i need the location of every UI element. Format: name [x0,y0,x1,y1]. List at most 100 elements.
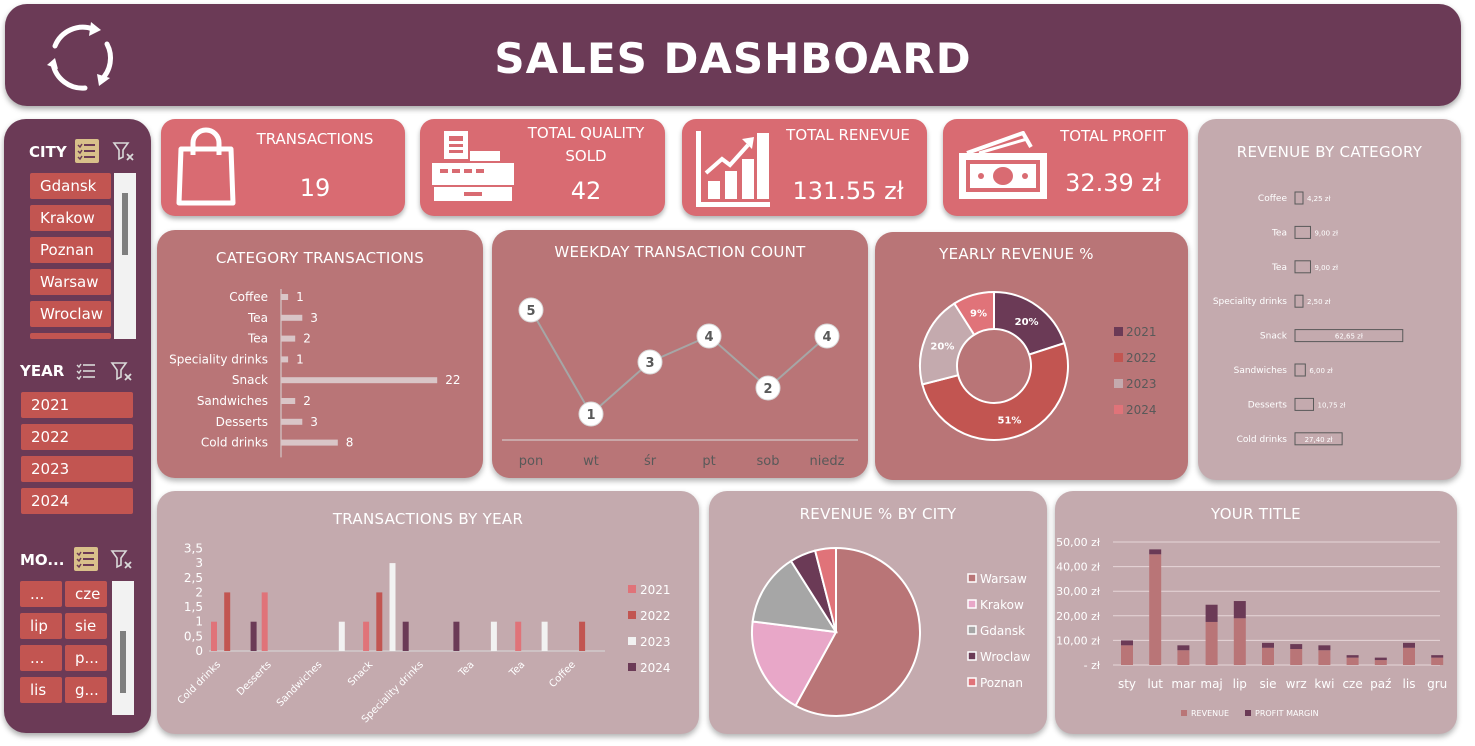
city-option-warsaw[interactable]: Warsaw [30,269,111,295]
year-option-2022[interactable]: 2022 [21,424,133,450]
data-label: 27,40 zł [1305,436,1333,444]
kpi-total-profit: TOTAL PROFIT 32.39 zł [943,119,1188,216]
bar [402,621,409,651]
tick-label: 2 [195,585,203,599]
chart-title: TRANSACTIONS BY YEAR [332,510,524,528]
bar [281,294,289,300]
tick-label: sty [1118,677,1136,691]
multi-select-icon[interactable] [74,138,100,164]
bar [1318,645,1331,651]
bar [281,398,296,404]
legend-label: 2023 [1126,377,1157,391]
year-option-2021[interactable]: 2021 [21,392,133,418]
legend-swatch [628,611,636,619]
month-option[interactable]: ... [20,581,62,607]
city-option-krakow[interactable]: Krakow [30,205,111,231]
month-option[interactable]: g... [65,677,107,703]
city-scrollbar-thumb[interactable] [122,193,128,255]
data-point [696,323,722,349]
year-option-2024[interactable]: 2024 [21,488,133,514]
city-scrollbar[interactable] [114,173,136,339]
data-label: 20% [1015,317,1039,328]
data-label: 2,50 zł [1307,298,1330,306]
legend-label: PROFIT MARGIN [1255,709,1319,718]
month-option[interactable]: ... [20,645,62,671]
tick-label: Sandwiches [275,659,325,709]
tick-label: śr [644,454,657,469]
bar [1149,554,1162,665]
clear-filter-icon[interactable] [110,360,134,384]
pie-slice [794,546,921,717]
month-option[interactable]: p... [65,645,107,671]
clear-filter-icon[interactable] [110,548,134,572]
bar [281,335,296,342]
bar [281,377,438,384]
bar [250,621,257,651]
refresh-icon[interactable] [41,16,123,98]
tick-label: 10,00 zł [1056,634,1101,647]
legend-label: 2024 [640,661,671,675]
city-slicer-label: CITY [29,143,67,161]
category-transactions-card: CATEGORY TRANSACTIONS Coffee 1 Tea 3 Tea 2 Spe… [157,230,483,478]
bar [281,356,289,363]
filter-sidebar: CITY Gdansk Krakow Poznan Warsaw Wroclaw… [4,119,151,733]
data-point [637,349,663,375]
month-option[interactable]: cze [65,581,107,607]
category-label: Tea [1271,263,1287,273]
multi-select-icon[interactable] [74,359,98,383]
category-label: Tea [247,311,268,325]
data-label: 5 [526,304,535,319]
data-label: 1 [296,352,304,366]
tick-label: lip [1233,677,1247,691]
bar [1318,650,1331,665]
tick-label: niedz [810,454,845,469]
month-scrollbar-thumb[interactable] [120,631,126,693]
kpi-value: 32.39 zł [1065,169,1161,197]
data-label: 3 [310,415,318,429]
header-banner: SALES DASHBOARD [5,4,1461,106]
data-label: 20% [930,342,954,353]
city-option-poznan[interactable]: Poznan [30,237,111,263]
category-label: Speciality drinks [1213,297,1287,307]
legend-swatch [967,625,977,635]
bar [1205,621,1218,665]
year-option-2023[interactable]: 2023 [21,456,133,482]
data-label: 1 [296,290,304,304]
bar [281,418,303,425]
month-option[interactable]: lip [20,613,62,639]
tick-label: cze [1342,677,1362,691]
cash-money-icon [959,131,1047,199]
legend-swatch [1245,710,1251,716]
bar [1294,329,1404,343]
category-label: Snack [1260,332,1288,342]
tick-label: kwi [1314,677,1334,691]
tick-label: Desserts [235,659,274,698]
city-option-gdansk[interactable]: Gdansk [30,173,111,199]
legend-swatch [1114,379,1123,388]
bar [1403,647,1415,665]
bar [389,563,396,651]
bar [453,621,460,651]
month-option[interactable]: lis [20,677,62,703]
legend-label: 2024 [1126,403,1157,417]
data-label: 4 [704,330,713,345]
donut-slice [952,290,995,337]
tick-label: 30,00 zł [1056,585,1101,598]
category-label: Sandwiches [197,394,268,408]
bar [1294,294,1304,308]
data-point [578,401,604,427]
legend-swatch [967,573,977,583]
month-option[interactable]: sie [65,613,107,639]
city-option-wroclaw[interactable]: Wroclaw [30,301,111,327]
legend-label: 2022 [640,609,671,623]
data-label: 62,65 zł [1335,333,1363,341]
multi-select-icon[interactable] [73,546,99,572]
clear-filter-icon[interactable] [112,140,136,164]
tick-label: 3,5 [184,541,203,555]
bar [281,314,303,321]
data-label: 3 [645,356,654,371]
bar [1121,645,1133,665]
data-label: 2 [303,332,311,346]
bar [1233,618,1246,665]
